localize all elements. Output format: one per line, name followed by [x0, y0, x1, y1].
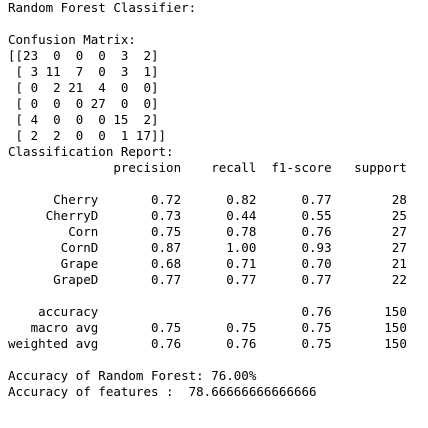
report-row: Cherry 0.72 0.82 0.77 28	[8, 192, 407, 207]
classification-report-label: Classification Report:	[8, 144, 174, 159]
report-summary-row: weighted avg 0.76 0.76 0.75 150	[8, 336, 407, 351]
console-output: Random Forest Classifier: Confusion Matr…	[8, 0, 428, 428]
blank-line	[8, 288, 428, 304]
blank-line	[8, 176, 428, 192]
report-summary-row: accuracy 0.76 150	[8, 304, 407, 319]
matrix-row: [ 3 11 7 0 3 1]	[8, 64, 159, 79]
report-row: Corn 0.75 0.78 0.76 27	[8, 224, 407, 239]
report-header: precision recall f1-score support	[8, 160, 407, 175]
matrix-row: [ 2 2 0 0 1 17]]	[8, 128, 167, 143]
blank-line	[8, 16, 428, 32]
confusion-matrix-label: Confusion Matrix:	[8, 32, 136, 47]
report-row: Grape 0.68 0.71 0.70 21	[8, 256, 407, 271]
report-row: CornD 0.87 1.00 0.93 27	[8, 240, 407, 255]
matrix-row: [[23 0 0 0 3 2]	[8, 48, 159, 63]
report-row: CherryD 0.73 0.44 0.55 25	[8, 208, 407, 223]
report-summary-row: macro avg 0.75 0.75 0.75 150	[8, 320, 407, 335]
features-accuracy-line: Accuracy of features : 78.66666666666666	[8, 384, 317, 399]
random-forest-accuracy-line: Accuracy of Random Forest: 76.00%	[8, 368, 257, 383]
matrix-row: [ 4 0 0 0 15 2]	[8, 112, 159, 127]
heading-line: Random Forest Classifier:	[8, 0, 197, 15]
matrix-row: [ 0 0 0 27 0 0]	[8, 96, 159, 111]
blank-line	[8, 352, 428, 368]
report-row: GrapeD 0.77 0.77 0.77 22	[8, 272, 407, 287]
matrix-row: [ 0 2 21 4 0 0]	[8, 80, 159, 95]
